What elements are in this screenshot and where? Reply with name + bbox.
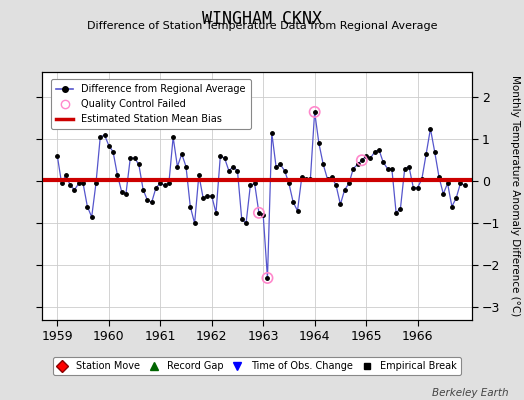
Legend: Station Move, Record Gap, Time of Obs. Change, Empirical Break: Station Move, Record Gap, Time of Obs. C…	[53, 357, 461, 375]
Point	[358, 157, 366, 164]
Point	[255, 210, 263, 216]
Text: Difference of Station Temperature Data from Regional Average: Difference of Station Temperature Data f…	[87, 21, 437, 31]
Text: WINGHAM CKNX: WINGHAM CKNX	[202, 10, 322, 28]
Text: Berkeley Earth: Berkeley Earth	[432, 388, 508, 398]
Point	[263, 275, 271, 281]
Point	[310, 109, 319, 115]
Y-axis label: Monthly Temperature Anomaly Difference (°C): Monthly Temperature Anomaly Difference (…	[510, 75, 520, 317]
